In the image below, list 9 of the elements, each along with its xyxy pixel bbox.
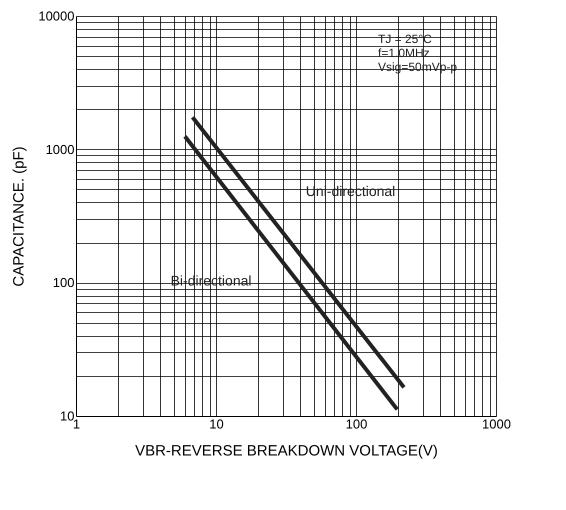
y-tick-label: 1000 [46, 142, 74, 157]
x-tick-label: 10 [209, 416, 224, 432]
x-tick-label: 1 [72, 416, 80, 432]
x-tick-label: 1000 [482, 416, 511, 432]
y-axis-title: CAPACITANCE. (pF) [10, 146, 28, 287]
y-tick-label: 100 [52, 275, 74, 290]
x-tick-label: 100 [346, 416, 368, 432]
y-tick-label: 10000 [38, 8, 74, 24]
x-axis-title: VBR-REVERSE BREAKDOWN VOLTAGE(V) [135, 442, 438, 460]
